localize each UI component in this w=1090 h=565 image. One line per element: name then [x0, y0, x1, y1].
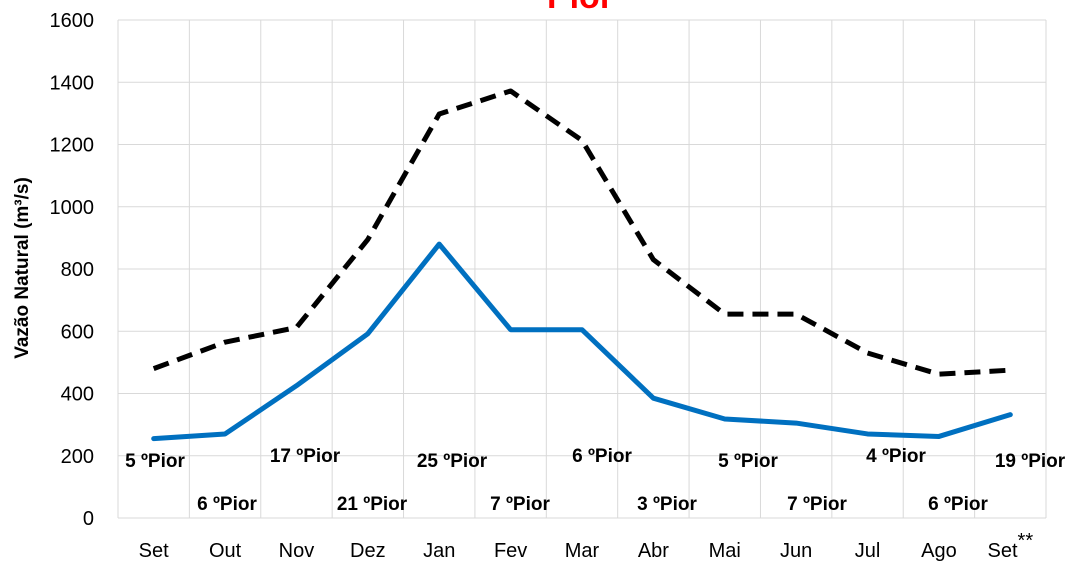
x-tick-label: Mar [565, 540, 600, 562]
x-tick-label: Jun [780, 540, 812, 562]
rank-annotation: 3 ºPior [637, 494, 697, 515]
y-tick-label: 1600 [50, 10, 95, 32]
rank-annotation: 25 ºPior [417, 451, 488, 472]
rank-annotation: 7 ºPior [490, 494, 550, 515]
chart-title: Pior [547, 0, 613, 16]
rank-annotation: 6 ºPior [928, 494, 988, 515]
rank-annotation: 4 ºPior [866, 446, 926, 467]
y-tick-label: 0 [83, 508, 94, 530]
x-tick-label: Mai [709, 540, 741, 562]
x-tick-label: Set** [988, 530, 1034, 562]
y-tick-label: 1000 [50, 197, 95, 219]
x-tick-label: Set [139, 540, 169, 562]
y-tick-label: 200 [61, 446, 94, 468]
x-tick-label: Abr [638, 540, 669, 562]
y-tick-label: 600 [61, 321, 94, 343]
x-tick-label: Nov [279, 540, 315, 562]
y-tick-label: 400 [61, 384, 94, 406]
rank-annotation: 5 ºPior [125, 451, 185, 472]
rank-annotation: 5 ºPior [718, 451, 778, 472]
rank-annotation: 21 ºPior [337, 494, 408, 515]
y-tick-label: 800 [61, 259, 94, 281]
x-tick-label: Ago [921, 540, 957, 562]
gridlines [117, 19, 1047, 519]
y-axis-label: Vazão Natural (m³/s) [12, 177, 33, 359]
y-tick-label: 1400 [50, 72, 95, 94]
x-tick-label: Jul [855, 540, 881, 562]
rank-annotations: 5 ºPior 6 ºPior 17 ºPior 21 ºPior 25 ºPior 7 … [125, 446, 1066, 515]
rank-annotation: 6 ºPior [572, 446, 632, 467]
series-lines [151, 88, 1013, 442]
x-tick-label: Jan [423, 540, 455, 562]
rank-annotation: 17 ºPior [270, 446, 341, 467]
y-tick-label: 1200 [50, 135, 95, 157]
x-axis-ticks: Set Out Nov Dez Jan Fev Mar Abr Mai Jun Jul Ago Set*… [139, 530, 1034, 562]
x-tick-label: Fev [494, 540, 527, 562]
x-tick-label: Dez [350, 540, 386, 562]
series-line-solid [151, 241, 1013, 442]
rank-annotation: 19 ºPior [995, 451, 1066, 472]
x-tick-label: Out [209, 540, 242, 562]
rank-annotation: 6 ºPior [197, 494, 257, 515]
rank-annotation: 7 ºPior [787, 494, 847, 515]
y-axis-ticks: 0 200 400 600 800 1000 1200 1400 1600 [50, 10, 95, 530]
